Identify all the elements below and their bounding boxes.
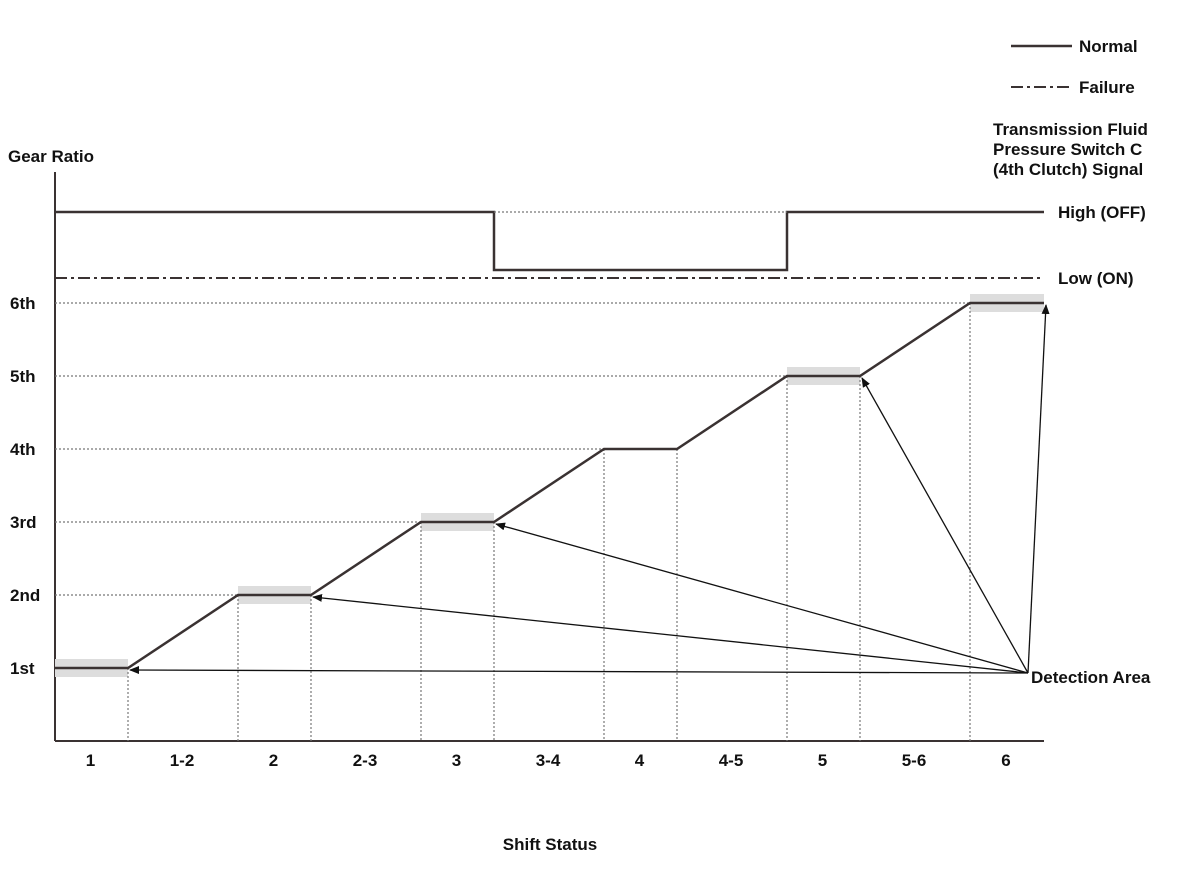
y-tick-label: 1st: [10, 659, 35, 678]
y-axis-label: Gear Ratio: [8, 147, 94, 166]
x-tick-label: 1: [86, 751, 95, 770]
x-tick-label: 3: [452, 751, 461, 770]
signal-level-low-label: Low (ON): [1058, 269, 1134, 288]
detection-arrow: [495, 522, 1029, 674]
signal-title-line-2: Pressure Switch C: [993, 140, 1142, 159]
x-tick-label: 1-2: [170, 751, 195, 770]
x-tick-label: 4-5: [719, 751, 744, 770]
y-tick-label: 2nd: [10, 586, 40, 605]
x-tick-label: 2: [269, 751, 278, 770]
x-tick-label: 2-3: [353, 751, 378, 770]
signal-title-line-1: Transmission Fluid: [993, 120, 1148, 139]
signal-level-high-label: High (OFF): [1058, 203, 1146, 222]
x-tick-label: 4: [635, 751, 645, 770]
signal-title-line-3: (4th Clutch) Signal: [993, 160, 1143, 179]
detection-arrow: [861, 377, 1029, 674]
legend-failure-label: Failure: [1079, 78, 1135, 97]
x-tick-label: 5-6: [902, 751, 927, 770]
y-tick-label: 3rd: [10, 513, 36, 532]
x-tick-label: 6: [1001, 751, 1010, 770]
detection-arrow: [312, 593, 1029, 674]
y-tick-label: 6th: [10, 294, 36, 313]
detection-area-label: Detection Area: [1031, 668, 1151, 687]
detection-arrow: [1027, 304, 1050, 674]
legend-normal-label: Normal: [1079, 37, 1138, 56]
y-tick-label: 4th: [10, 440, 36, 459]
y-tick-label: 5th: [10, 367, 36, 386]
gear-ratio-line: [55, 301, 1044, 670]
x-tick-label: 5: [818, 751, 827, 770]
legend: Normal Failure: [1011, 37, 1138, 97]
x-axis-label: Shift Status: [503, 835, 597, 854]
detection-arrow: [129, 666, 1029, 675]
x-tick-label: 3-4: [536, 751, 561, 770]
signal-normal-line: [55, 210, 1044, 272]
